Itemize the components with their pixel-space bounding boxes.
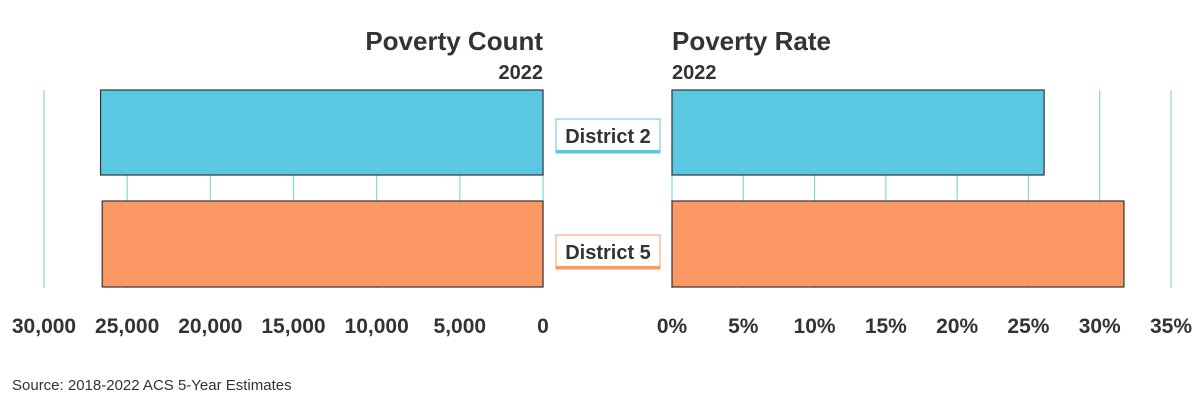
right-tick-label: 0% bbox=[657, 315, 688, 338]
left-chart-subtitle: 2022 bbox=[499, 62, 544, 84]
label-layer: District 2 District 5 bbox=[555, 118, 661, 270]
tick-layer: 30,000 25,000 20,000 15,000 10,000 5,000 0 0% 5%… bbox=[12, 315, 1192, 338]
left-tick-label: 30,000 bbox=[12, 315, 76, 338]
bar-layer bbox=[99, 89, 1125, 288]
source-note: Source: 2018-2022 ACS 5-Year Estimates bbox=[12, 377, 292, 394]
category-label-district-5: District 5 bbox=[555, 234, 661, 270]
left-bar-district-5 bbox=[101, 200, 544, 288]
right-tick-label: 10% bbox=[794, 315, 836, 338]
right-tick-label: 30% bbox=[1079, 315, 1121, 338]
right-chart-title: Poverty Rate bbox=[672, 26, 831, 56]
category-label-text: District 5 bbox=[565, 242, 651, 264]
left-tick-label: 0 bbox=[537, 315, 549, 338]
left-tick-label: 25,000 bbox=[95, 315, 159, 338]
right-tick-label: 15% bbox=[865, 315, 907, 338]
category-label-text: District 2 bbox=[565, 126, 651, 148]
right-tick-label: 35% bbox=[1150, 315, 1192, 338]
right-tick-label: 25% bbox=[1007, 315, 1049, 338]
left-tick-label: 10,000 bbox=[345, 315, 409, 338]
left-tick-label: 20,000 bbox=[178, 315, 242, 338]
left-chart-title: Poverty Count bbox=[365, 26, 543, 56]
right-chart-subtitle: 2022 bbox=[672, 62, 717, 84]
category-label-district-2: District 2 bbox=[555, 118, 661, 154]
right-bar-district-2 bbox=[671, 89, 1045, 176]
right-tick-label: 20% bbox=[936, 315, 978, 338]
right-tick-label: 5% bbox=[728, 315, 759, 338]
left-tick-label: 5,000 bbox=[434, 315, 487, 338]
left-tick-label: 15,000 bbox=[261, 315, 325, 338]
right-bar-district-5 bbox=[671, 200, 1125, 288]
category-label-underline bbox=[556, 150, 660, 153]
left-bar-district-2 bbox=[99, 89, 544, 176]
category-label-underline bbox=[556, 266, 660, 269]
